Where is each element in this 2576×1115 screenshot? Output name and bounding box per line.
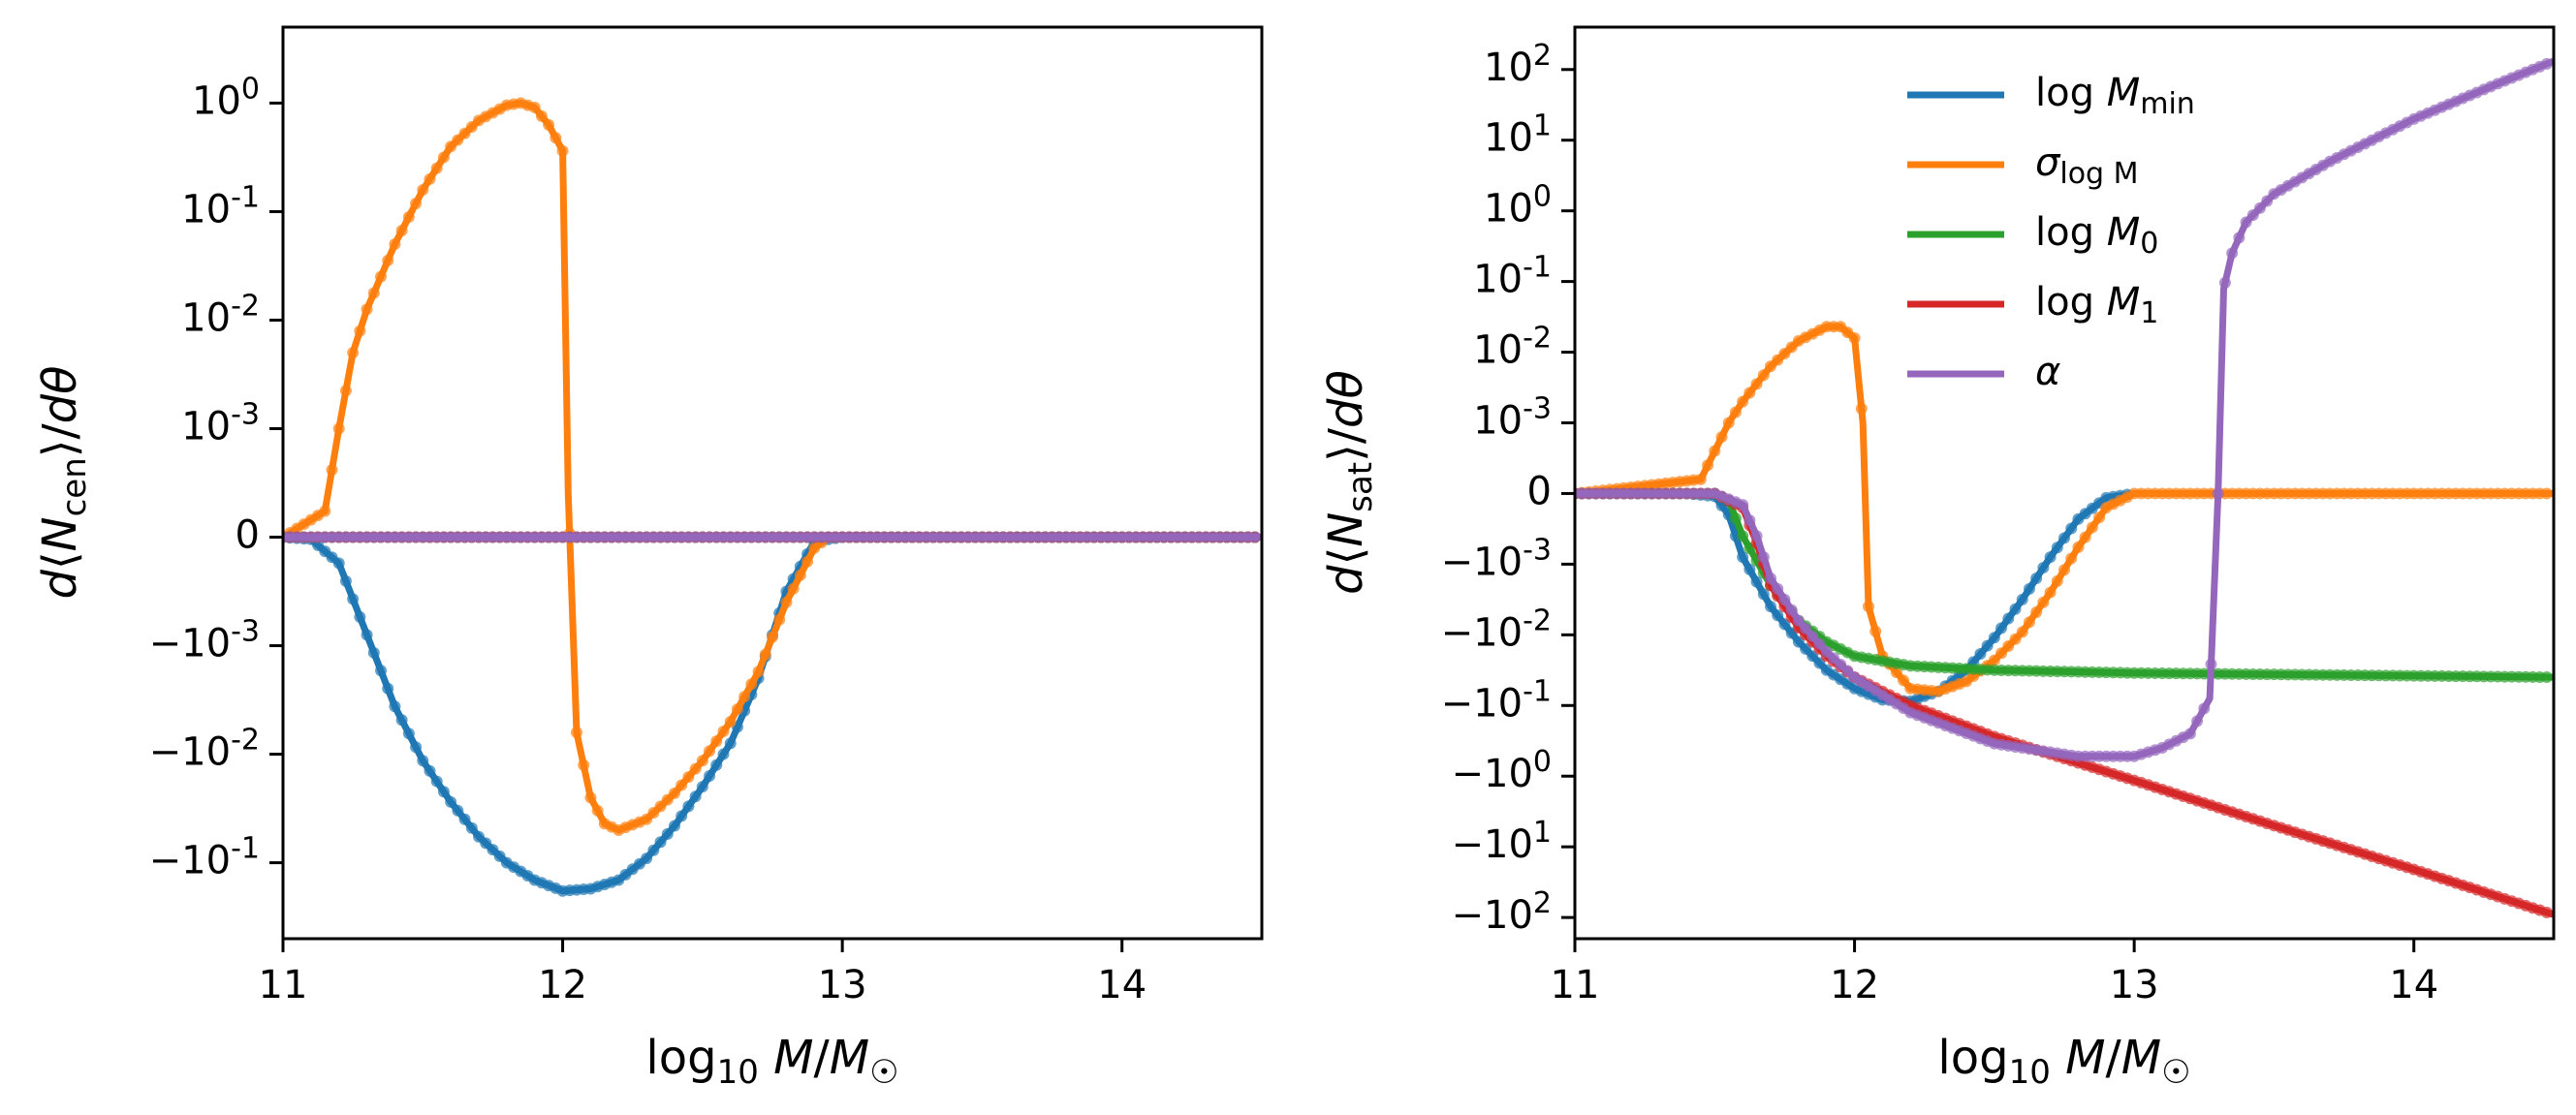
right-y-tick-label: 101 <box>1484 108 1552 161</box>
left-y-tick-label: 100 <box>192 72 260 124</box>
right-x-tick-label: 11 <box>1551 963 1600 1007</box>
left-y-tick-label: −10-2 <box>149 723 260 775</box>
left-x-tick-label: 14 <box>1097 963 1147 1007</box>
left-x-tick-label: 11 <box>259 963 308 1007</box>
right-series-4-line <box>1575 57 2554 760</box>
legend-entry-log-m-min: log Mmin <box>1907 71 2195 121</box>
right-x-tick-label: 14 <box>2389 963 2438 1007</box>
right-y-tick-label: −10-1 <box>1441 674 1552 727</box>
right-plot-frame <box>1573 25 2556 941</box>
left-chart-panel: 11 12 13 1410010-110-210-30−10-3−10-2−10-1 … <box>33 25 1264 1092</box>
legend-label: log Mmin <box>2035 71 2195 121</box>
left-y-axis-label: d⟨Ncen⟩/dθ <box>33 365 94 599</box>
right-y-tick-label: 10-1 <box>1473 250 1552 302</box>
left-series-log-m-min <box>283 531 1262 897</box>
right-x-tick-label: 13 <box>2110 963 2159 1007</box>
right-y-tick-label: 10-3 <box>1473 391 1552 444</box>
right-ticks-layer: 11 12 13 14 102 101 100 10-1 10-2 10-3 0 −10-3 −10-2… <box>1441 38 2439 1007</box>
legend: log Mmin σlog M log M0 log M1 α <box>1907 71 2195 394</box>
legend-entry-log-m: σlog M <box>1907 140 2139 191</box>
left-series-log-m <box>283 97 1262 836</box>
left-series-clip <box>283 97 1262 897</box>
left-ticks-layer: 11 12 13 14 100 10-1 10-2 10-3 0 −10-3 −10-2 −10-1 <box>149 72 1147 1007</box>
right-y-tick-label: −10-3 <box>1441 533 1552 585</box>
left-y-tick-label: −10-3 <box>149 614 260 666</box>
left-y-tick-label: −10-1 <box>149 831 260 883</box>
right-y-tick-label: 100 <box>1484 179 1552 232</box>
right-series-log-m <box>1575 321 2554 697</box>
left-x-tick-label: 13 <box>818 963 867 1007</box>
legend-label: log M1 <box>2035 280 2158 330</box>
left-y-tick-label: 10-2 <box>181 289 260 341</box>
legend-entry-log-m-0: log M0 <box>1907 210 2158 261</box>
right-y-tick-label: 0 <box>1527 469 1552 513</box>
right-y-tick-label: 10-2 <box>1473 321 1552 373</box>
left-log-m-line <box>283 99 1262 834</box>
left-y-tick-label: 10-1 <box>181 180 260 232</box>
left-y-tick-label: 0 <box>236 513 260 558</box>
right-log-m-0-line <box>1575 489 2554 681</box>
right-series-layer <box>1575 57 2554 918</box>
right-x-axis-label: log10 M/M☉ <box>1937 1031 2190 1092</box>
right-y-tick-label: −100 <box>1451 745 1552 797</box>
legend-entry-entry-4: α <box>1907 350 2060 394</box>
right-chart-panel: 11 12 13 14 102 101 100 10-1 10-2 10-3 0 −10-3 −10-2… <box>1319 25 2556 1092</box>
left-log-m-min-line <box>283 534 1262 895</box>
right-series-clip <box>1575 57 2554 918</box>
right-log-m-line <box>1575 323 2554 696</box>
right-series-log-m-1 <box>1575 487 2554 918</box>
right-series-log-m-0 <box>1575 487 2554 684</box>
left-plot-frame <box>281 25 1264 941</box>
left-series-layer <box>283 97 1262 897</box>
right-x-tick-label: 12 <box>1830 963 1879 1007</box>
right-y-axis-label: d⟨Nsat⟩/dθ <box>1319 370 1380 595</box>
right-y-tick-label: −101 <box>1451 816 1552 868</box>
left-series-series-4 <box>283 531 1262 543</box>
right-y-tick-label: 102 <box>1484 38 1552 90</box>
legend-label: σlog M <box>2035 140 2139 191</box>
right-log-m-1-line <box>1575 489 2554 918</box>
left-y-tick-label: 10-3 <box>181 397 260 449</box>
legend-label: log M0 <box>2035 210 2158 261</box>
right-y-tick-label: −10-2 <box>1441 604 1552 656</box>
left-x-axis-label: log10 M/M☉ <box>645 1031 898 1092</box>
legend-entry-log-m-1: log M1 <box>1907 280 2158 330</box>
right-series-series-4 <box>1575 57 2554 762</box>
legend-label: α <box>2035 350 2060 394</box>
left-x-tick-label: 12 <box>538 963 587 1007</box>
right-y-tick-label: −102 <box>1451 886 1552 939</box>
